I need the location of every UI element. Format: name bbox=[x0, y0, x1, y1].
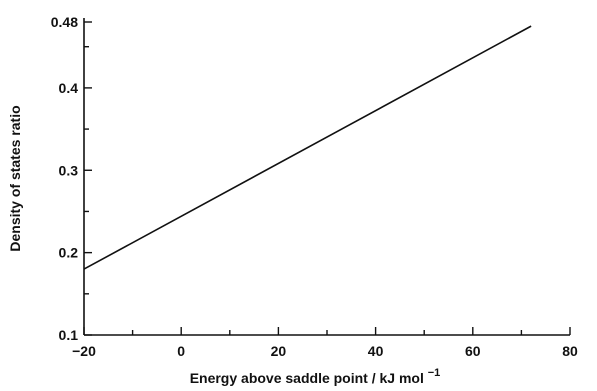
x-tick-labels: −20 0 20 40 60 80 bbox=[72, 343, 578, 359]
x-tick-label: 40 bbox=[368, 343, 384, 359]
x-axis-title-superscript: −1 bbox=[428, 367, 441, 379]
x-tick-label: 60 bbox=[465, 343, 481, 359]
minor-ticks bbox=[84, 46, 523, 335]
y-tick-label: 0.1 bbox=[59, 327, 79, 343]
y-axis-title: Density of states ratio bbox=[7, 105, 23, 251]
y-tick-label: 0.4 bbox=[59, 80, 79, 96]
major-ticks bbox=[83, 21, 571, 336]
y-tick-label: 0.48 bbox=[51, 14, 78, 30]
series-group bbox=[83, 25, 532, 270]
series-line-0 bbox=[83, 25, 532, 270]
y-tick-labels: 0.1 0.2 0.3 0.4 0.48 bbox=[51, 14, 78, 343]
y-tick-label: 0.2 bbox=[59, 245, 79, 261]
x-tick-label: 80 bbox=[562, 343, 578, 359]
y-tick-label: 0.3 bbox=[59, 162, 79, 178]
x-axis-title-text: Energy above saddle point / kJ mol bbox=[190, 370, 424, 386]
x-tick-label: −20 bbox=[72, 343, 96, 359]
x-axis-title: Energy above saddle point / kJ mol −1 bbox=[190, 367, 441, 386]
x-tick-label: 20 bbox=[271, 343, 287, 359]
x-tick-label: 0 bbox=[177, 343, 185, 359]
